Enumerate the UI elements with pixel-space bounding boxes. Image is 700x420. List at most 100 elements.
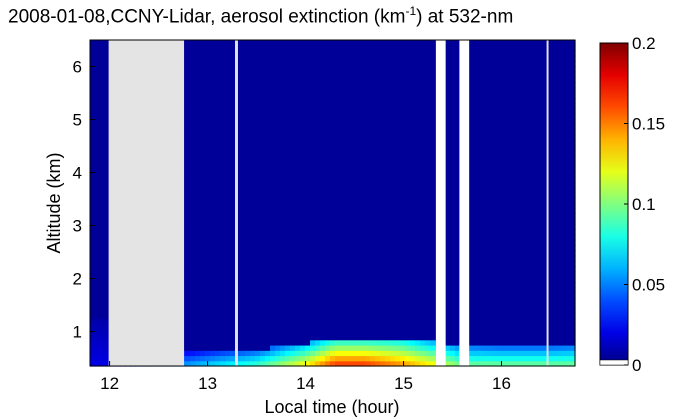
heatmap-cell (105, 187, 111, 194)
heatmap-cell (315, 155, 321, 162)
heatmap-cell (430, 302, 436, 309)
heatmap-cell (455, 302, 461, 309)
heatmap-cell (220, 40, 226, 46)
heatmap-cell (230, 124, 236, 130)
heatmap-cell (480, 108, 486, 115)
heatmap-cell (445, 160, 451, 167)
heatmap-cell (275, 134, 281, 141)
heatmap-cell (275, 139, 281, 146)
heatmap-cell (215, 203, 221, 209)
heatmap-cell (240, 176, 246, 183)
heatmap-cell (285, 139, 291, 146)
heatmap-cell (265, 360, 271, 367)
heatmap-cell (405, 203, 411, 209)
heatmap-cell (425, 134, 431, 141)
heatmap-cell (405, 176, 411, 183)
heatmap-cell (385, 113, 391, 120)
heatmap-cell (405, 55, 411, 62)
heatmap-cell (255, 360, 261, 367)
heatmap-cell (205, 187, 211, 194)
heatmap-cell (95, 266, 101, 272)
heatmap-cell (195, 245, 201, 251)
heatmap-cell (260, 76, 266, 83)
heatmap-cell (375, 229, 381, 236)
heatmap-cell (430, 229, 436, 236)
heatmap-cell (240, 318, 246, 325)
heatmap-cell (335, 160, 341, 167)
heatmap-cell (285, 355, 291, 362)
heatmap-cell (205, 355, 211, 362)
heatmap-cell (380, 287, 386, 293)
heatmap-cell (470, 129, 476, 136)
heatmap-cell (210, 97, 216, 104)
heatmap-cell (340, 308, 346, 315)
heatmap-cell (335, 187, 341, 194)
heatmap-cell (285, 40, 291, 46)
heatmap-cell (280, 76, 286, 83)
heatmap-cell (335, 276, 341, 283)
heatmap-cell (335, 229, 341, 236)
heatmap-cell (295, 129, 301, 136)
heatmap-cell (105, 266, 111, 272)
heatmap-cell (200, 171, 206, 178)
heatmap-cell (375, 360, 381, 367)
heatmap-cell (425, 192, 431, 199)
heatmap-cell (195, 192, 201, 199)
heatmap-cell (190, 250, 196, 257)
heatmap-cell (350, 344, 356, 351)
heatmap-cell (330, 250, 336, 257)
heatmap-cell (325, 97, 331, 104)
heatmap-cell (355, 218, 361, 225)
heatmap-cell (395, 360, 401, 367)
heatmap-cell (90, 76, 96, 83)
heatmap-cell (95, 218, 101, 225)
heatmap-cell (285, 134, 291, 141)
heatmap-cell (100, 323, 106, 330)
heatmap-cell (240, 245, 246, 251)
heatmap-cell (470, 139, 476, 146)
heatmap-cell (445, 224, 451, 230)
heatmap-cell (260, 234, 266, 241)
heatmap-cell (355, 40, 361, 46)
heatmap-cell (395, 318, 401, 325)
heatmap-cell (480, 71, 486, 78)
heatmap-cell (210, 155, 216, 162)
heatmap-cell (245, 334, 251, 341)
heatmap-cell (190, 245, 196, 251)
heatmap-cell (370, 181, 376, 188)
heatmap-cell (470, 50, 476, 57)
heatmap-cell (370, 187, 376, 194)
heatmap-cell (285, 103, 291, 109)
heatmap-cell (350, 71, 356, 78)
heatmap-cell (250, 155, 256, 162)
heatmap-cell (420, 287, 426, 293)
heatmap-cell (225, 150, 231, 157)
heatmap-cell (370, 271, 376, 278)
heatmap-cell (210, 224, 216, 230)
heatmap-cell (245, 181, 251, 188)
heatmap-cell (410, 302, 416, 309)
heatmap-cell (450, 203, 456, 209)
heatmap-cell (230, 61, 236, 67)
heatmap-cell (185, 87, 191, 94)
heatmap-cell (345, 108, 351, 115)
heatmap-cell (215, 87, 221, 94)
heatmap-cell (355, 239, 361, 246)
heatmap-cell (280, 302, 286, 309)
heatmap-cell (285, 82, 291, 88)
heatmap-cell (185, 339, 191, 346)
heatmap-cell (190, 271, 196, 278)
heatmap-cell (95, 129, 101, 136)
heatmap-cell (395, 297, 401, 304)
heatmap-cell (345, 344, 351, 351)
heatmap-cell (305, 181, 311, 188)
heatmap-cell (195, 255, 201, 262)
heatmap-cell (395, 308, 401, 315)
heatmap-cell (445, 124, 451, 130)
heatmap-cell (285, 171, 291, 178)
heatmap-cell (430, 108, 436, 115)
heatmap-cell (105, 155, 111, 162)
heatmap-cell (445, 192, 451, 199)
heatmap-cell (305, 344, 311, 351)
heatmap-cell (270, 250, 276, 257)
